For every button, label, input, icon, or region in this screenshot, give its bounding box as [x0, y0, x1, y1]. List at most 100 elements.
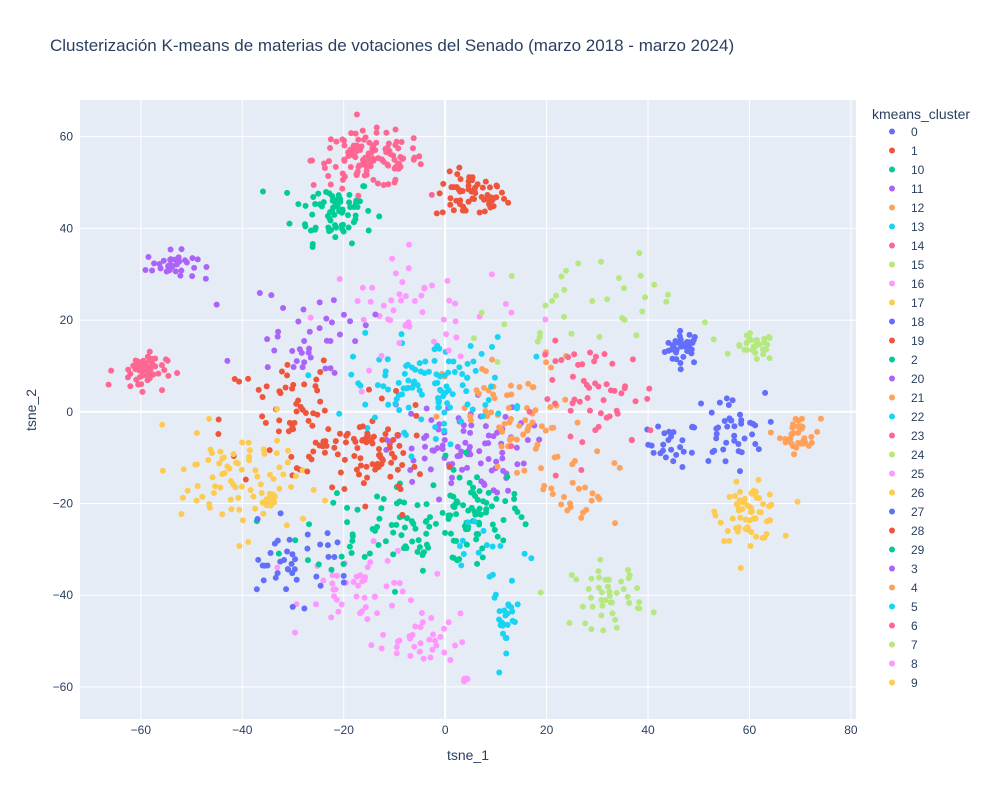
point — [542, 302, 549, 309]
point — [441, 420, 448, 427]
x-axis-title: tsne_1 — [447, 747, 489, 763]
x-tick-label: 20 — [540, 723, 554, 737]
point — [588, 594, 595, 601]
point — [309, 244, 316, 251]
point — [309, 422, 316, 429]
point — [721, 417, 728, 424]
series-9 — [159, 421, 278, 517]
point — [354, 203, 361, 210]
point — [238, 483, 245, 490]
point — [385, 181, 392, 188]
point — [655, 423, 662, 430]
point — [508, 309, 515, 316]
point — [505, 487, 512, 494]
point — [463, 449, 470, 456]
point — [457, 353, 464, 360]
point — [537, 329, 544, 336]
point — [463, 388, 470, 395]
point — [289, 551, 296, 558]
point — [364, 616, 371, 623]
point — [499, 428, 506, 435]
point — [428, 191, 435, 198]
point — [497, 622, 504, 629]
point — [444, 400, 451, 407]
legend-marker — [889, 394, 895, 401]
point — [748, 337, 755, 344]
point — [329, 193, 336, 200]
point — [580, 377, 587, 384]
point — [484, 191, 491, 198]
point — [395, 145, 402, 152]
point — [425, 368, 432, 375]
point — [349, 537, 356, 544]
point — [286, 419, 293, 426]
point — [292, 556, 299, 563]
point — [399, 391, 406, 398]
point — [446, 404, 453, 411]
point — [290, 426, 297, 433]
point — [301, 337, 308, 344]
legend-item: 0 — [889, 125, 918, 139]
point — [731, 432, 738, 439]
point — [247, 486, 254, 493]
point — [646, 385, 653, 392]
point — [430, 482, 437, 489]
point — [284, 459, 291, 466]
point — [501, 195, 508, 202]
point — [456, 474, 463, 481]
point — [639, 308, 646, 315]
point — [566, 619, 573, 626]
point — [486, 201, 493, 208]
point — [380, 495, 387, 502]
point — [628, 436, 635, 443]
point — [498, 189, 505, 196]
point — [347, 163, 354, 170]
point — [361, 553, 368, 560]
point — [426, 523, 433, 530]
point — [193, 461, 200, 468]
point — [634, 605, 641, 612]
point — [520, 460, 527, 467]
point — [266, 447, 273, 454]
point — [260, 446, 267, 453]
point — [295, 397, 302, 404]
legend-marker — [889, 356, 895, 363]
point — [278, 368, 285, 375]
point — [602, 576, 609, 583]
point — [435, 399, 442, 406]
point — [808, 433, 815, 440]
point — [469, 406, 476, 413]
legend-label: 8 — [911, 657, 918, 671]
point — [439, 509, 446, 516]
point — [417, 161, 424, 168]
point — [705, 457, 712, 464]
point — [407, 652, 414, 659]
point — [304, 531, 311, 538]
point — [167, 256, 174, 263]
point — [493, 495, 500, 502]
point — [332, 222, 339, 229]
x-tick-label: −60 — [131, 723, 152, 737]
point — [324, 542, 331, 549]
point — [390, 551, 397, 558]
y-tick-label: 40 — [60, 221, 74, 235]
point — [710, 336, 717, 343]
point — [452, 642, 459, 649]
point — [407, 467, 414, 474]
x-tick-label: 60 — [743, 723, 757, 737]
point — [529, 419, 536, 426]
series-8 — [364, 610, 471, 685]
point — [516, 422, 523, 429]
point — [542, 316, 549, 323]
point — [452, 300, 459, 307]
point — [480, 527, 487, 534]
point — [293, 465, 300, 472]
point — [340, 560, 347, 567]
legend-item: 23 — [889, 429, 925, 443]
point — [669, 355, 676, 362]
point — [411, 463, 418, 470]
point — [392, 270, 399, 277]
point — [327, 338, 334, 345]
point — [450, 466, 457, 473]
point — [503, 635, 510, 642]
